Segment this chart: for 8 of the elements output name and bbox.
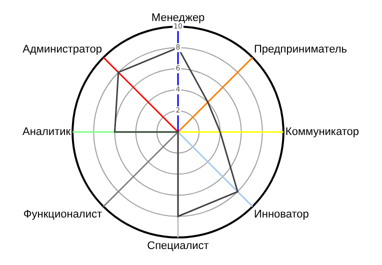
spoke-label: Администратор	[22, 43, 102, 56]
spoke-label: Функционалист	[23, 208, 102, 221]
spoke-label: Аналитик	[22, 126, 71, 138]
spoke-label: Инноватор	[254, 208, 309, 221]
spoke-label: Менеджер	[151, 12, 205, 24]
spoke-label: Коммуникатор	[285, 126, 360, 138]
spoke-label: Специалист	[147, 240, 209, 252]
spoke-label: Предприниматель	[254, 43, 348, 56]
